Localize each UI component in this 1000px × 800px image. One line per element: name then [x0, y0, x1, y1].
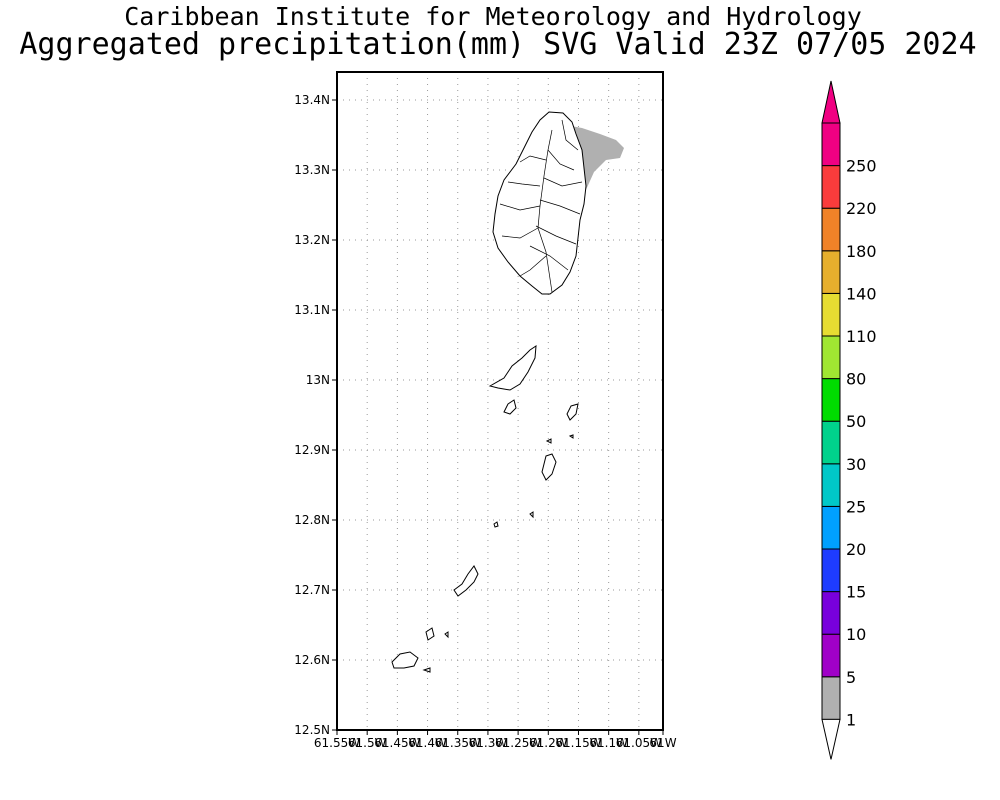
colorbar-bin — [821, 122, 841, 167]
colorbar-label: 20 — [846, 540, 866, 559]
watershed-line — [547, 149, 575, 171]
petit-martinique — [425, 627, 435, 641]
chart-title: Caribbean Institute for Meteorology and … — [124, 2, 862, 31]
small-islet-5 — [422, 667, 431, 673]
colorbar-bin — [821, 633, 841, 678]
colorbar-label: 110 — [846, 327, 877, 346]
colorbar-label: 250 — [846, 157, 877, 176]
colorbar-bin — [821, 463, 841, 507]
map-gridlines — [337, 72, 663, 730]
union-island — [453, 565, 479, 597]
st-vincent-island — [492, 111, 587, 295]
lon-tick-label: 61.35W — [435, 736, 481, 750]
colorbar-label: 50 — [846, 412, 866, 431]
lat-tick-label: 12.6N — [294, 653, 330, 667]
colorbar-label: 140 — [846, 284, 877, 303]
lon-tick-label: 61.45W — [374, 736, 420, 750]
colorbar-label: 5 — [846, 668, 856, 687]
colorbar-bin — [821, 548, 841, 593]
colorbar-label: 80 — [846, 370, 866, 389]
watershed-line — [519, 255, 547, 277]
lon-tick-label: 61.2W — [529, 736, 568, 750]
lat-tick-label: 13.3N — [294, 163, 330, 177]
watershed-line — [507, 181, 541, 187]
watershed-line — [529, 245, 569, 271]
small-islet-6 — [568, 434, 574, 439]
small-islet-4 — [444, 631, 449, 639]
small-islet-3 — [545, 438, 552, 444]
watershed-line — [519, 155, 547, 163]
colorbar-bin — [821, 250, 841, 294]
watershed-line — [501, 227, 539, 239]
canouan-island — [541, 453, 557, 481]
small-islet-2 — [529, 511, 534, 519]
lon-tick-label: 61.5W — [348, 736, 387, 750]
colorbar-top-arrow — [821, 80, 841, 124]
colorbar-bin — [821, 165, 841, 209]
colorbar-bin — [821, 378, 841, 422]
bequia-island — [488, 345, 537, 391]
watershed-boundaries — [499, 119, 583, 293]
lat-tick-label: 12.9N — [294, 443, 330, 457]
lon-tick-label: 61.1W — [589, 736, 628, 750]
colorbar-bin — [821, 292, 841, 337]
colorbar-bin — [821, 420, 841, 465]
chart-subtitle: Aggregated precipitation(mm) SVG Valid 2… — [19, 27, 977, 62]
carriacou-island — [391, 651, 419, 669]
colorbar-bin — [821, 676, 841, 720]
colorbar-bin — [821, 207, 841, 252]
coastline — [391, 111, 587, 673]
colorbar-bin — [821, 505, 841, 550]
lon-tick-label: 61W — [649, 736, 676, 750]
lon-tick-label: 61.05W — [616, 736, 662, 750]
mustique-island — [503, 399, 517, 415]
lon-tick-label: 61.3W — [469, 736, 508, 750]
lon-tick-label: 61.15W — [555, 736, 601, 750]
lat-tick-label: 12.7N — [294, 583, 330, 597]
colorbar-label: 180 — [846, 242, 877, 261]
watershed-line — [499, 203, 541, 211]
lat-tick-label: 13.2N — [294, 233, 330, 247]
lat-tick-label: 12.8N — [294, 513, 330, 527]
watershed-line — [535, 225, 577, 245]
colorbar-label: 220 — [846, 199, 877, 218]
mayreau-island — [566, 403, 579, 421]
colorbar-label: 30 — [846, 455, 866, 474]
colorbar-label: 10 — [846, 625, 866, 644]
small-islet-1 — [493, 521, 499, 528]
lat-tick-label: 13.4N — [294, 93, 330, 107]
lat-tick-label: 13N — [306, 373, 330, 387]
colorbar-bin — [821, 335, 841, 380]
colorbar-label: 15 — [846, 583, 866, 602]
lon-tick-label: 61.25W — [495, 736, 541, 750]
watershed-line — [561, 119, 579, 151]
map-frame — [336, 71, 664, 731]
colorbar-bin — [821, 591, 841, 635]
lon-tick-label: 61.4W — [408, 736, 447, 750]
lat-tick-label: 13.1N — [294, 303, 330, 317]
colorbar-label: 1 — [846, 710, 856, 729]
watershed-line — [537, 129, 553, 293]
lon-tick-label: 61.55W — [314, 736, 360, 750]
watershed-line — [539, 199, 581, 215]
axis-ticks: 13.4N 13.3N 13.2N 13.1N 13N 12.9N 12.8N 12.7N 12… — [294, 93, 676, 750]
lat-tick-label: 12.5N — [294, 723, 330, 737]
colorbar-label: 25 — [846, 497, 866, 516]
colorbar-bottom-arrow — [821, 718, 841, 760]
watershed-line — [543, 177, 583, 187]
